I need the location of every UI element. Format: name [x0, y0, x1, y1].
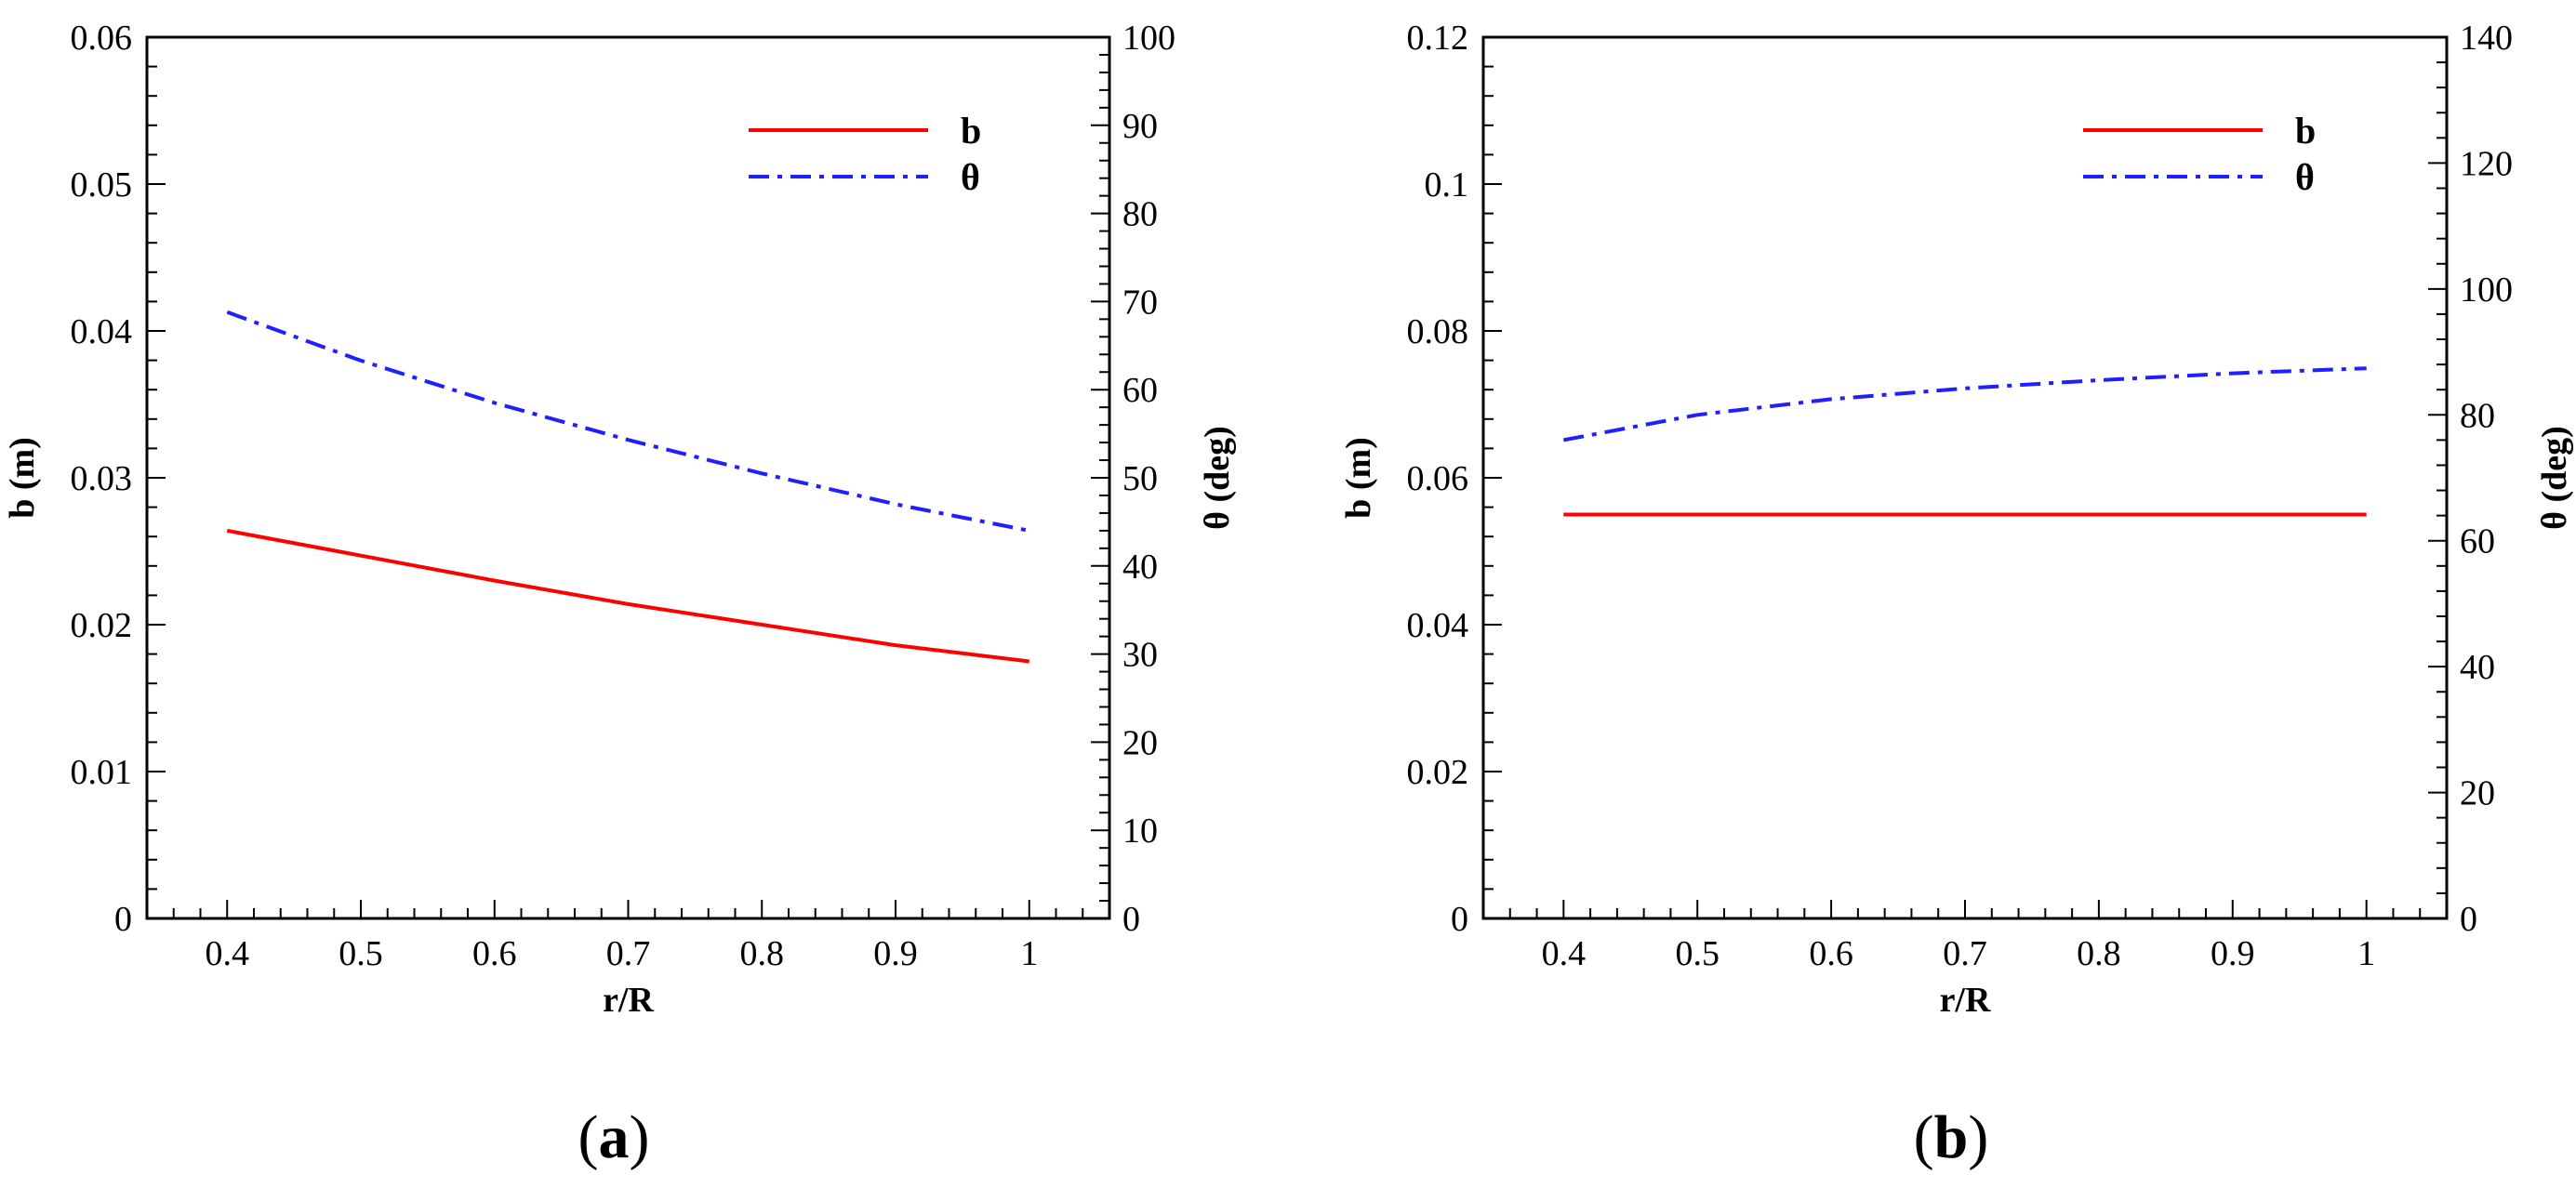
x-axis-label: r/R	[1940, 981, 1991, 1020]
y2-tick-label: 80	[2460, 396, 2495, 435]
y-axis-label: b (m)	[3, 437, 42, 519]
y-tick-label: 0.04	[71, 312, 133, 351]
x-tick-label: 0.9	[873, 934, 918, 973]
y2-tick-label: 80	[1122, 195, 1158, 234]
panel-label-letter: a	[599, 1103, 630, 1171]
y2-tick-label: 140	[2460, 19, 2513, 58]
chart-panel-a: 0.4 0.5 0.6 0.7 0.8 0.9 100.010.020.030.040.05…	[3, 19, 1237, 1171]
series-line-theta	[226, 310, 1030, 533]
x-tick-label: 0.5	[339, 934, 383, 973]
y-tick-label: 0.06	[71, 19, 133, 58]
y2-tick-label: 100	[1122, 19, 1175, 58]
y-tick-label: 0.02	[1407, 753, 1469, 792]
panel-label-open-paren: (	[1914, 1103, 1934, 1171]
y-axis-label: b (m)	[1339, 437, 1378, 519]
x-tick-label: 0.9	[2211, 934, 2255, 973]
x-tick-label: 0.7	[1943, 934, 1987, 973]
y2-axis-label: θ (deg)	[1198, 426, 1237, 530]
x-tick-label: 0.8	[740, 934, 785, 973]
panel-label: (b)	[1914, 1103, 1989, 1171]
x-tick-label: 1	[1020, 934, 1038, 973]
y-tick-label: 0.04	[1407, 606, 1469, 645]
y2-tick-label: 0	[2460, 900, 2477, 939]
x-tick-label: 0.4	[206, 934, 250, 973]
y2-axis-label: θ (deg)	[2535, 426, 2574, 530]
y-tick-label: 0.01	[71, 753, 133, 792]
y2-tick-label: 100	[2460, 271, 2513, 310]
y2-tick-label: 40	[1122, 548, 1158, 587]
legend-label-theta: θ	[2295, 156, 2315, 198]
y2-tick-label: 10	[1122, 812, 1158, 851]
x-tick-label: 0.4	[1542, 934, 1587, 973]
y2-tick-label: 30	[1122, 636, 1158, 675]
x-tick-label: 0.6	[1809, 934, 1853, 973]
series-line-b	[226, 528, 1030, 664]
panel-label-letter: b	[1934, 1103, 1969, 1171]
y2-tick-label: 70	[1122, 283, 1158, 322]
x-tick-label: 0.5	[1675, 934, 1720, 973]
y-tick-label: 0.06	[1407, 459, 1469, 498]
x-tick-label: 0.7	[606, 934, 651, 973]
y-tick-label: 0.05	[71, 165, 133, 205]
legend-label-b: b	[2295, 110, 2316, 152]
y-tick-label: 0	[114, 900, 132, 939]
y2-tick-label: 20	[2460, 774, 2495, 813]
legend-label-b: b	[961, 110, 981, 152]
y-tick-label: 0.02	[71, 606, 133, 645]
x-tick-label: 0.8	[2077, 934, 2121, 973]
x-tick-label: 1	[2357, 934, 2375, 973]
y-tick-label: 0.03	[71, 459, 133, 498]
panel-label-close-paren: )	[630, 1103, 650, 1171]
y2-tick-label: 20	[1122, 723, 1158, 762]
chart-panel-b: 0.4 0.5 0.6 0.7 0.8 0.9 1 0 0.02 0.04 0.06 0.08 0.1 0…	[1339, 19, 2574, 1171]
x-tick-label: 0.6	[472, 934, 517, 973]
y-tick-label: 0.1	[1425, 165, 1469, 205]
series-line-theta	[1562, 366, 2367, 442]
y2-tick-label: 0	[1122, 900, 1140, 939]
legend-label-theta: θ	[961, 156, 980, 198]
y-tick-label: 0.08	[1407, 312, 1469, 351]
panel-label-open-paren: (	[578, 1103, 599, 1171]
y-tick-label: 0.12	[1407, 19, 1469, 58]
panel-label-close-paren: )	[1968, 1103, 1988, 1171]
y2-tick-label: 60	[1122, 371, 1158, 410]
y2-tick-label: 50	[1122, 459, 1158, 498]
panel-label: (a)	[578, 1103, 650, 1171]
y2-tick-label: 90	[1122, 107, 1158, 146]
x-axis-label: r/R	[603, 981, 654, 1020]
y-tick-label: 0	[1451, 900, 1468, 939]
y2-tick-label: 120	[2460, 144, 2513, 183]
y2-tick-label: 40	[2460, 648, 2495, 687]
y2-tick-label: 60	[2460, 522, 2495, 561]
